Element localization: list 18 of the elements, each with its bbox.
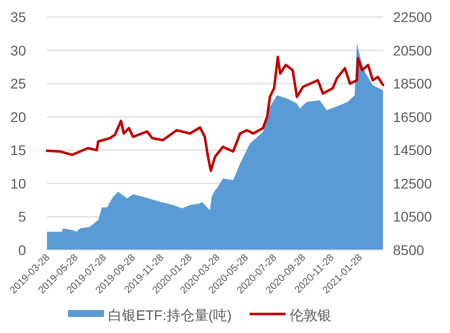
- legend-label: 白银ETF:持仓量(吨): [108, 307, 232, 323]
- y-tick-label: 5: [18, 208, 26, 225]
- y2-tick-label: 18500: [393, 76, 432, 92]
- y2-tick-label: 22500: [393, 9, 432, 25]
- y-tick-label: 10: [10, 175, 26, 192]
- y2-tick-label: 14500: [393, 142, 432, 158]
- y2-tick-label: 10500: [393, 208, 432, 225]
- y2-tick-label: 20500: [393, 42, 432, 58]
- y2-tick-label: 12500: [393, 175, 432, 192]
- legend-label: 伦敦银: [290, 307, 332, 323]
- y2-tick-label: 16500: [393, 108, 432, 125]
- y2-tick-label: 8500: [393, 242, 424, 258]
- y-tick-label: 25: [10, 76, 26, 92]
- y-tick-label: 15: [10, 142, 26, 158]
- y-tick-label: 35: [10, 9, 26, 25]
- y-tick-label: 0: [18, 242, 26, 258]
- y-tick-label: 30: [10, 42, 26, 58]
- y-tick-label: 20: [10, 108, 26, 125]
